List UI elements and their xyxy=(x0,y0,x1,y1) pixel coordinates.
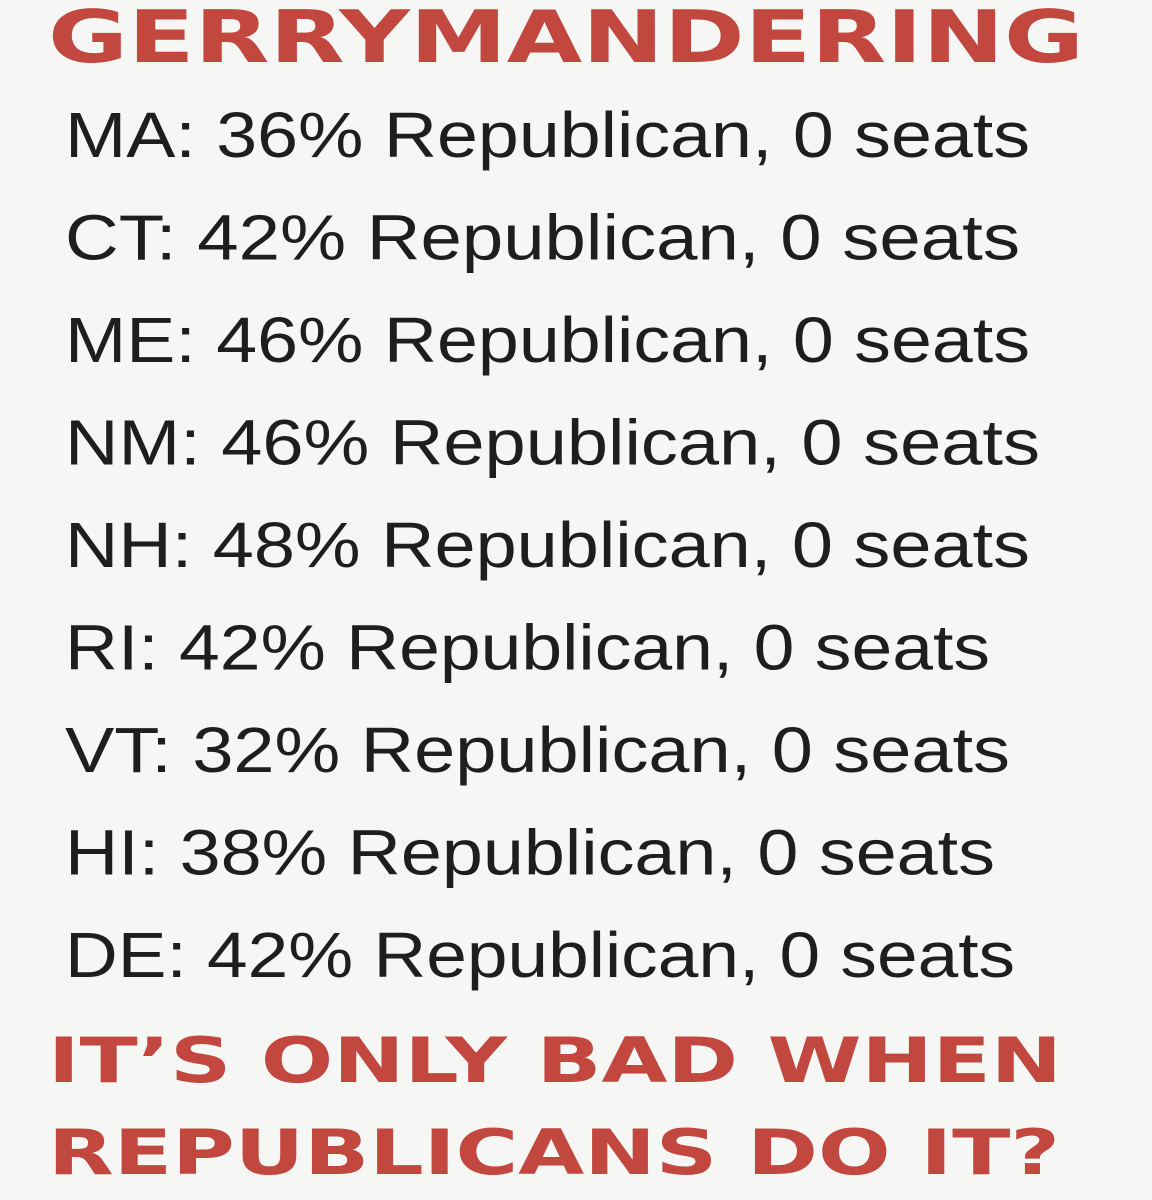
state-line: NH: 48% Republican, 0 seats xyxy=(65,509,1030,581)
state-line: ME: 46% Republican, 0 seats xyxy=(65,304,1030,376)
state-line: HI: 38% Republican, 0 seats xyxy=(65,817,995,889)
footer-line: REPUBLICANS DO IT? xyxy=(48,1116,1060,1189)
state-line: RI: 42% Republican, 0 seats xyxy=(65,612,990,684)
state-line: DE: 42% Republican, 0 seats xyxy=(65,919,1015,991)
footer-line: IT’S ONLY BAD WHEN xyxy=(48,1024,1062,1097)
title: GERRYMANDERING xyxy=(48,0,1084,79)
state-line: MA: 36% Republican, 0 seats xyxy=(65,99,1030,171)
state-line: NM: 46% Republican, 0 seats xyxy=(65,407,1040,479)
state-line: CT: 42% Republican, 0 seats xyxy=(65,202,1020,274)
state-line: VT: 32% Republican, 0 seats xyxy=(65,714,1010,786)
